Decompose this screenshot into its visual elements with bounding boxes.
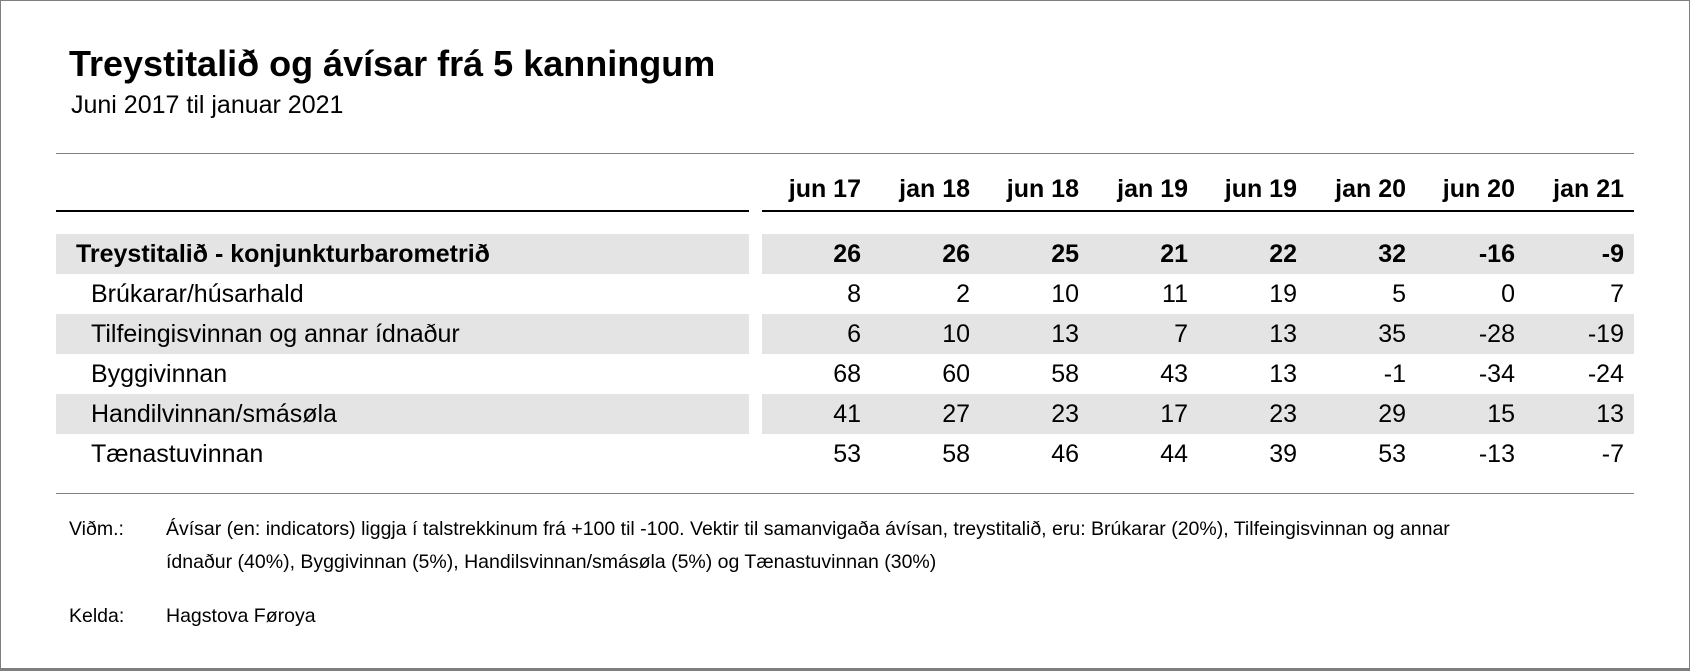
value-cell: 7 xyxy=(1610,279,1624,308)
row-label: Brúkarar/húsarhald xyxy=(91,279,304,308)
column-header: jun 19 xyxy=(1198,161,1307,212)
value-cell: 53 xyxy=(1378,439,1406,468)
value-cell: 13 xyxy=(1198,314,1307,354)
table-row: Treystitalið - konjunkturbarometrið 26 26 2… xyxy=(56,234,1634,274)
value-cell: -28 xyxy=(1416,314,1525,354)
value-cell: 35 xyxy=(1307,314,1416,354)
value-cell: 43 xyxy=(1160,359,1188,388)
value-cell: 13 xyxy=(980,314,1089,354)
value-cell: 23 xyxy=(1198,394,1307,434)
table-row: Tænastuvinnan 53 58 46 44 39 53 -13 -7 xyxy=(56,434,1634,474)
column-header: jun 20 xyxy=(1416,161,1525,212)
note-line: Ávísar (en: indicators) liggja í talstre… xyxy=(166,518,1450,540)
value-cell: 8 xyxy=(847,279,861,308)
value-cell: 58 xyxy=(942,439,970,468)
header-gap-cell xyxy=(749,161,762,211)
bottom-divider xyxy=(56,493,1634,494)
value-cell: 53 xyxy=(833,439,861,468)
value-cell: 13 xyxy=(1269,359,1297,388)
spacer-cell xyxy=(56,211,1634,234)
value-cell: 41 xyxy=(762,394,871,434)
table-row: Handilvinnan/smásøla 41 27 23 17 23 29 15 13 xyxy=(56,394,1634,434)
table-row: Byggivinnan 68 60 58 43 13 -1 -34 -24 xyxy=(56,354,1634,394)
gap-cell xyxy=(749,274,762,314)
page-title: Treystitalið og ávísar frá 5 kanningum xyxy=(69,43,716,84)
top-divider xyxy=(56,153,1634,154)
header-row: jun 17 jan 18 jun 18 jan 19 jun 19 jan 20 jun … xyxy=(56,161,1634,212)
value-cell: -13 xyxy=(1478,439,1515,468)
header-label-cell xyxy=(56,161,749,212)
value-cell: 26 xyxy=(871,234,980,274)
column-header: jan 18 xyxy=(871,161,980,212)
column-header: jun 17 xyxy=(762,161,871,212)
value-cell: 29 xyxy=(1307,394,1416,434)
gap-cell xyxy=(749,314,762,354)
column-header: jan 19 xyxy=(1089,161,1198,212)
value-cell: 58 xyxy=(1051,359,1079,388)
source-text: Hagstova Føroya xyxy=(166,605,316,627)
page-subtitle: Juni 2017 til januar 2021 xyxy=(71,91,344,119)
value-cell: 11 xyxy=(1162,279,1188,308)
value-cell: 44 xyxy=(1160,439,1188,468)
value-cell: 0 xyxy=(1501,279,1515,308)
value-cell: 46 xyxy=(1051,439,1079,468)
value-cell: 25 xyxy=(980,234,1089,274)
value-cell: 23 xyxy=(980,394,1089,434)
column-header: jun 18 xyxy=(980,161,1089,212)
source-label: Kelda: xyxy=(69,605,125,627)
value-cell: -9 xyxy=(1525,234,1634,274)
value-cell: -7 xyxy=(1601,439,1624,468)
value-cell: -19 xyxy=(1525,314,1634,354)
value-cell: 15 xyxy=(1416,394,1525,434)
row-label: Byggivinnan xyxy=(91,359,228,388)
column-header: jan 21 xyxy=(1525,161,1634,212)
note-label: Viðm.: xyxy=(69,518,124,540)
value-cell: -16 xyxy=(1416,234,1525,274)
value-cell: -24 xyxy=(1587,359,1624,388)
value-cell: 60 xyxy=(942,359,970,388)
gap-cell xyxy=(749,394,762,434)
value-cell: 5 xyxy=(1392,279,1406,308)
table-header: jun 17 jan 18 jun 18 jan 19 jun 19 jan 20 jun … xyxy=(56,161,1634,212)
gap-cell xyxy=(749,434,762,474)
note-text: Ávísar (en: indicators) liggja í talstre… xyxy=(166,513,1629,579)
value-cell: 32 xyxy=(1307,234,1416,274)
value-cell: 7 xyxy=(1089,314,1198,354)
value-cell: 19 xyxy=(1269,279,1297,308)
value-cell: 6 xyxy=(762,314,871,354)
table-body: Treystitalið - konjunkturbarometrið 26 26 2… xyxy=(56,211,1634,474)
table-row: Brúkarar/húsarhald 8 2 10 11 19 5 0 7 xyxy=(56,274,1634,314)
table-row: Tilfeingisvinnan og annar ídnaður 6 10 13 7 1… xyxy=(56,314,1634,354)
footnotes: Viðm.: Ávísar (en: indicators) liggja í … xyxy=(69,513,1629,633)
row-label: Handilvinnan/smásøla xyxy=(56,394,749,434)
value-cell: 13 xyxy=(1525,394,1634,434)
note-line: ídnaður (40%), Byggivinnan (5%), Handils… xyxy=(166,551,937,573)
value-cell: 10 xyxy=(1051,279,1079,308)
value-cell: 26 xyxy=(762,234,871,274)
row-label: Treystitalið - konjunkturbarometrið xyxy=(56,234,749,274)
value-cell: 68 xyxy=(833,359,861,388)
value-cell: 22 xyxy=(1198,234,1307,274)
note-row: Viðm.: Ávísar (en: indicators) liggja í … xyxy=(69,513,1629,579)
row-label: Tilfeingisvinnan og annar ídnaður xyxy=(56,314,749,354)
row-label: Tænastuvinnan xyxy=(91,439,264,468)
gap-cell xyxy=(749,354,762,394)
value-cell: 10 xyxy=(871,314,980,354)
source-row: Kelda: Hagstova Føroya xyxy=(69,600,1629,633)
indicator-table: jun 17 jan 18 jun 18 jan 19 jun 19 jan 20 jun … xyxy=(56,161,1634,474)
value-cell: 2 xyxy=(956,279,970,308)
value-cell: 21 xyxy=(1089,234,1198,274)
spacer-row xyxy=(56,211,1634,234)
value-cell: 27 xyxy=(871,394,980,434)
column-header: jan 20 xyxy=(1307,161,1416,212)
value-cell: -34 xyxy=(1478,359,1515,388)
value-cell: -1 xyxy=(1383,359,1406,388)
value-cell: 17 xyxy=(1089,394,1198,434)
gap-cell xyxy=(749,234,762,274)
value-cell: 39 xyxy=(1269,439,1297,468)
